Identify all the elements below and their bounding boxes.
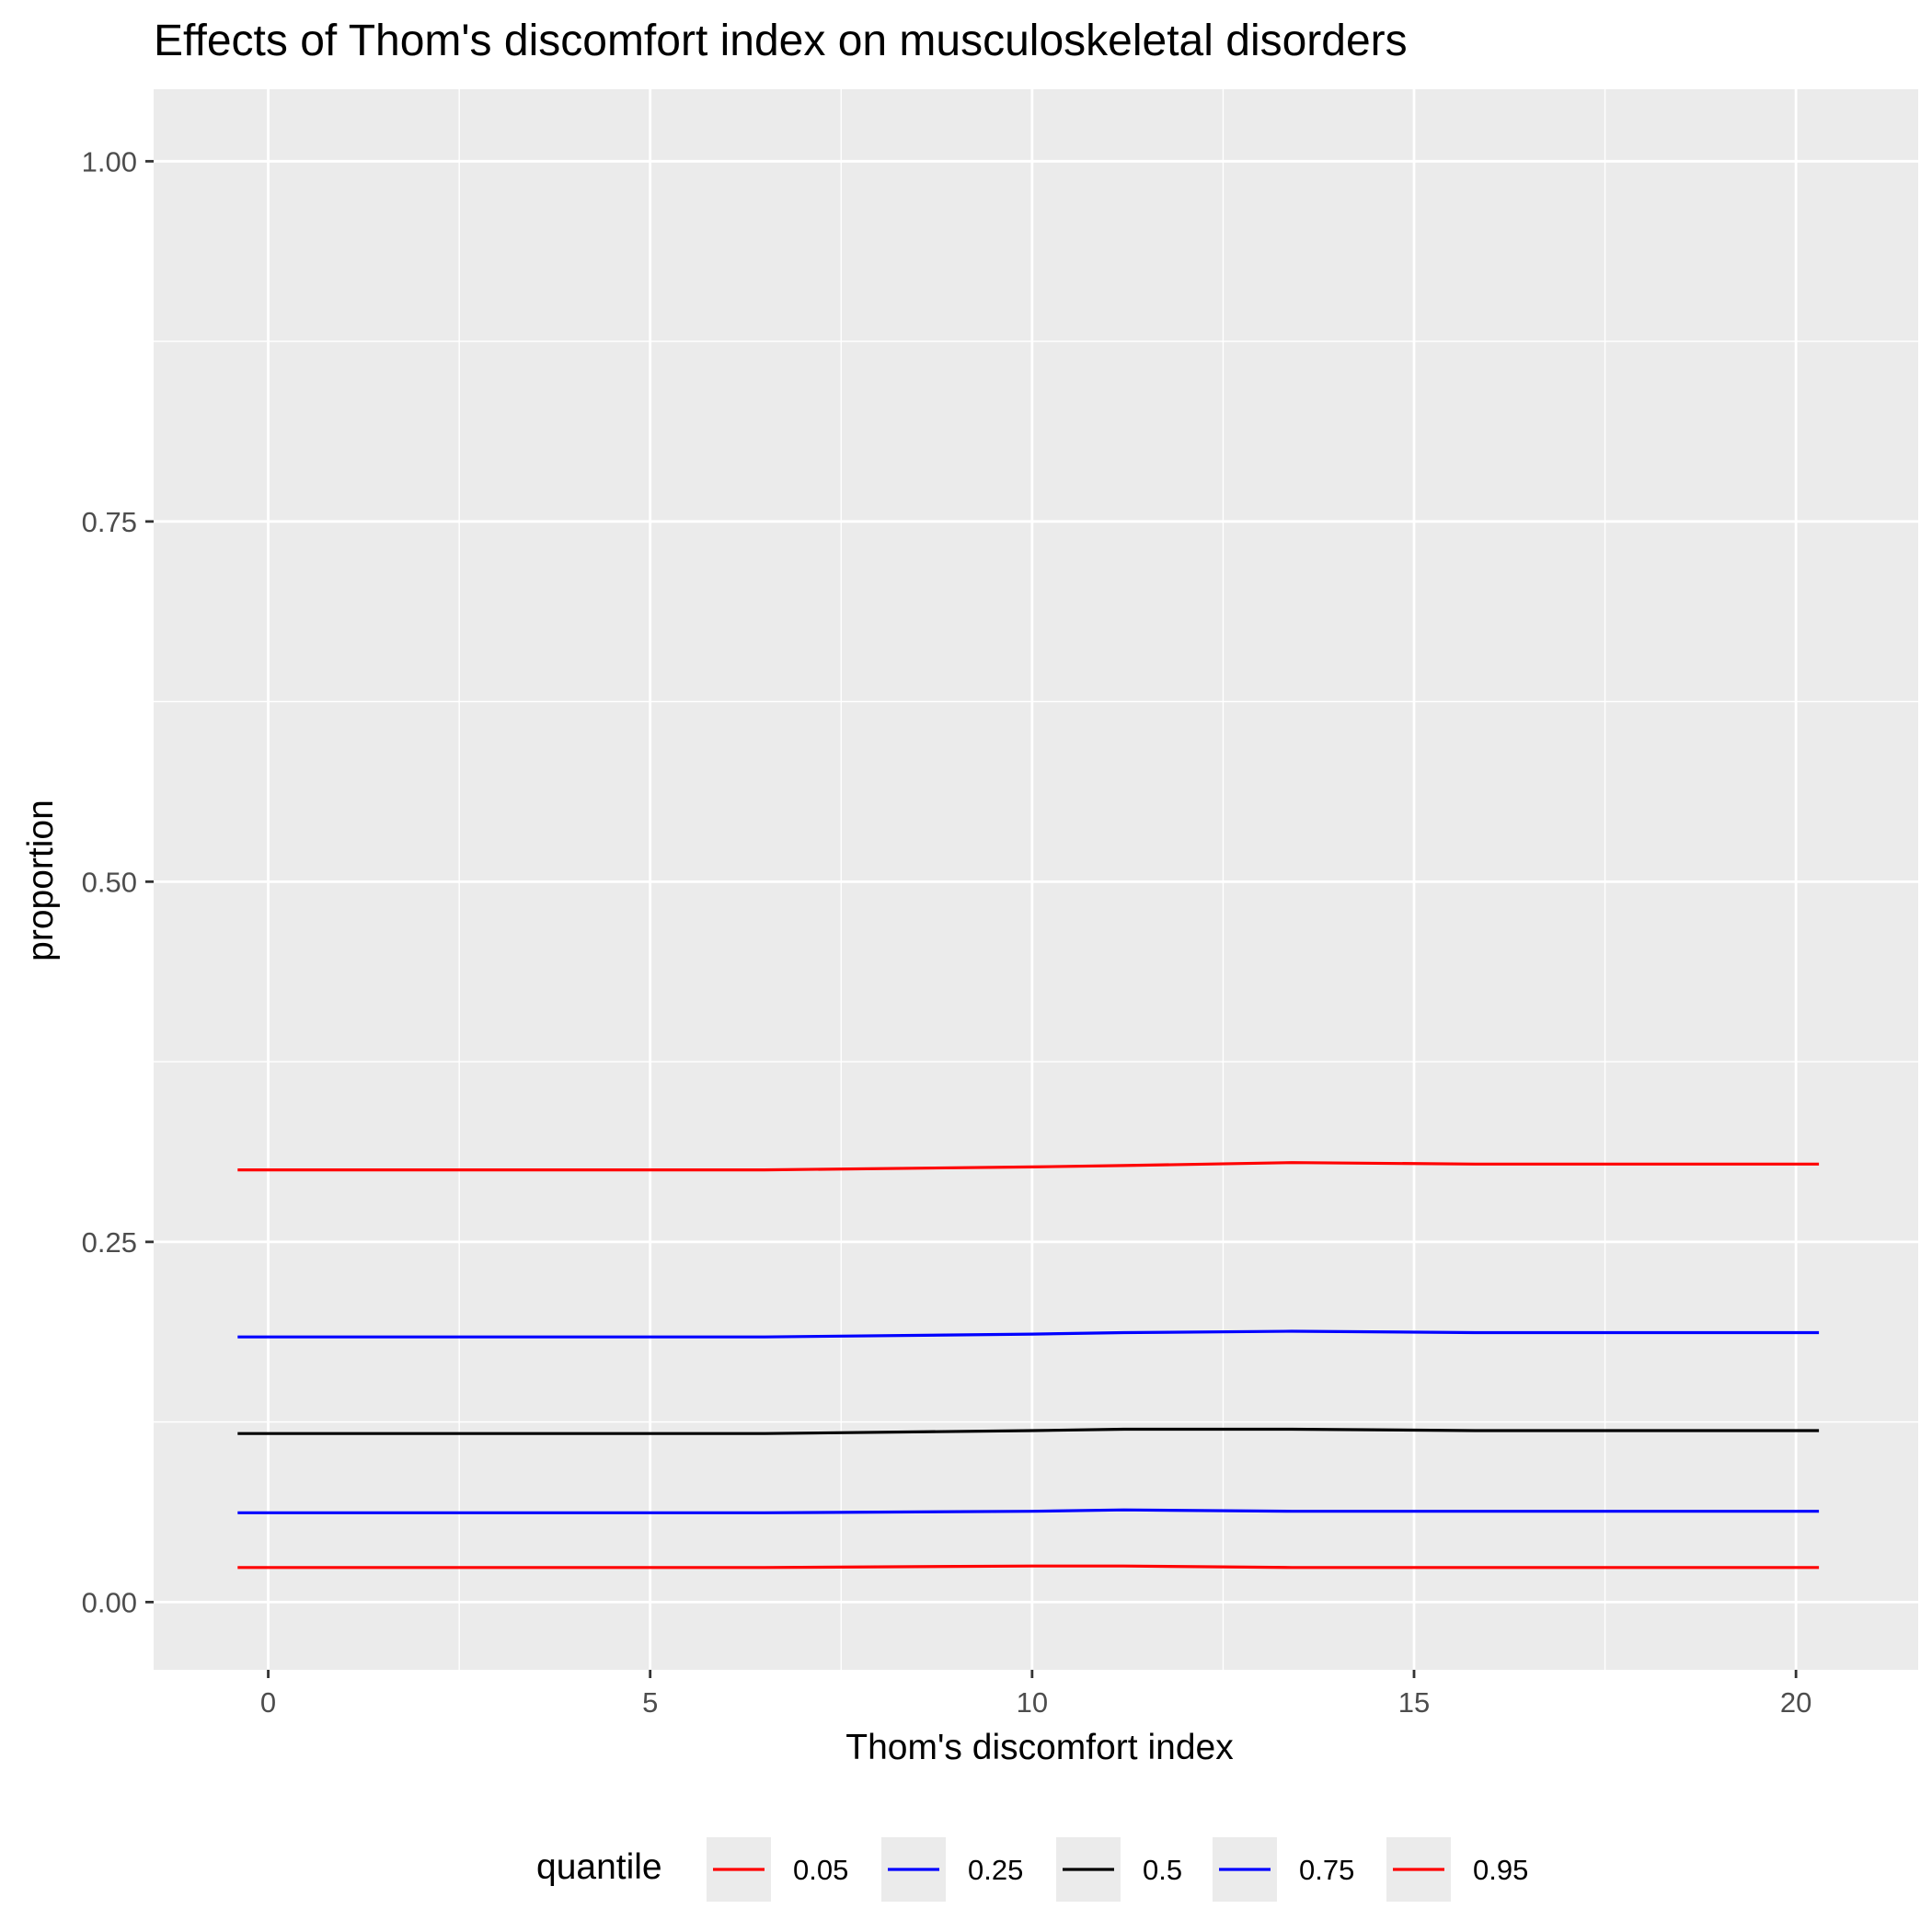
chart-title: Effects of Thom's discomfort index on mu… <box>154 17 1408 65</box>
legend: quantile 0.05 0.25 0.5 0.75 0.95 <box>536 1837 1528 1902</box>
y-axis: 0.00 0.25 0.50 0.75 1.00 <box>82 145 154 1618</box>
x-tick-label: 0 <box>260 1686 276 1719</box>
y-axis-title: proportion <box>21 799 61 961</box>
x-tick-label: 10 <box>1017 1686 1048 1719</box>
series-line-0.75 <box>237 1329 1820 1339</box>
series-line-0.05 <box>237 1564 1820 1570</box>
legend-items: 0.05 0.25 0.5 0.75 0.95 <box>707 1837 1528 1902</box>
legend-label-0.05: 0.05 <box>793 1854 848 1886</box>
y-tick-label: 0.50 <box>82 866 137 898</box>
plot-panel <box>154 89 1918 1670</box>
major-gridlines <box>154 89 1918 1670</box>
legend-label-0.5: 0.5 <box>1143 1854 1182 1886</box>
x-axis: 0 5 10 15 20 <box>260 1670 1811 1719</box>
y-tick-label: 0.75 <box>82 506 137 538</box>
series-line-0.95 <box>237 1161 1820 1172</box>
legend-label-0.75: 0.75 <box>1299 1854 1354 1886</box>
series-line-0.25 <box>237 1508 1820 1514</box>
x-axis-title: Thom's discomfort index <box>845 1728 1234 1767</box>
y-tick-label: 0.25 <box>82 1226 137 1259</box>
x-tick-label: 20 <box>1780 1686 1811 1719</box>
x-tick-label: 5 <box>642 1686 658 1719</box>
series-lines <box>237 1161 1820 1570</box>
legend-title: quantile <box>536 1847 662 1887</box>
legend-label-0.95: 0.95 <box>1473 1854 1528 1886</box>
y-tick-label: 0.00 <box>82 1586 137 1618</box>
x-tick-label: 15 <box>1398 1686 1430 1719</box>
series-line-0.5 <box>237 1427 1820 1435</box>
minor-gridlines <box>154 89 1918 1670</box>
legend-label-0.25: 0.25 <box>968 1854 1023 1886</box>
y-tick-label: 1.00 <box>82 145 137 178</box>
